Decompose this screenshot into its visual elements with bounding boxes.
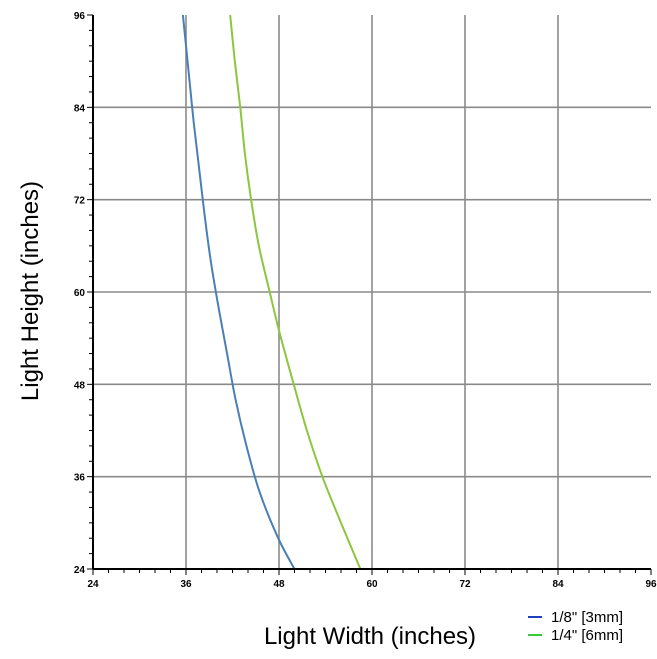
legend-label-1: 1/8" [3mm] <box>551 609 623 626</box>
y-tick-label: 60 <box>74 288 86 299</box>
x-tick-label: 36 <box>180 579 192 590</box>
tick-labels: 24 36 48 60 72 84 96 24 36 48 60 72 84 96 <box>74 11 657 590</box>
x-tick-label: 48 <box>273 579 285 590</box>
legend-label-2: 1/4" [6mm] <box>551 627 623 644</box>
y-tick-label: 84 <box>74 103 86 114</box>
series-lines <box>181 14 362 570</box>
x-tick-label: 96 <box>645 579 657 590</box>
series-line-1 <box>181 14 296 570</box>
x-axis-title: Light Width (inches) <box>264 623 476 650</box>
y-tick-label: 24 <box>74 565 86 576</box>
x-tick-label: 84 <box>552 579 564 590</box>
y-tick-label: 36 <box>74 473 86 484</box>
x-tick-label: 72 <box>459 579 471 590</box>
y-axis-title: Light Height (inches) <box>17 181 44 401</box>
legend: 1/8" [3mm]1/4" [6mm] <box>528 609 623 644</box>
y-tick-label: 96 <box>74 11 86 22</box>
y-tick-label: 48 <box>74 380 86 391</box>
grid <box>93 15 651 569</box>
x-tick-label: 24 <box>87 579 99 590</box>
x-tick-label: 60 <box>366 579 378 590</box>
series-line-2 <box>229 14 362 570</box>
plot-frame <box>92 15 651 570</box>
minor-ticks <box>87 14 652 575</box>
y-tick-label: 72 <box>74 196 86 207</box>
